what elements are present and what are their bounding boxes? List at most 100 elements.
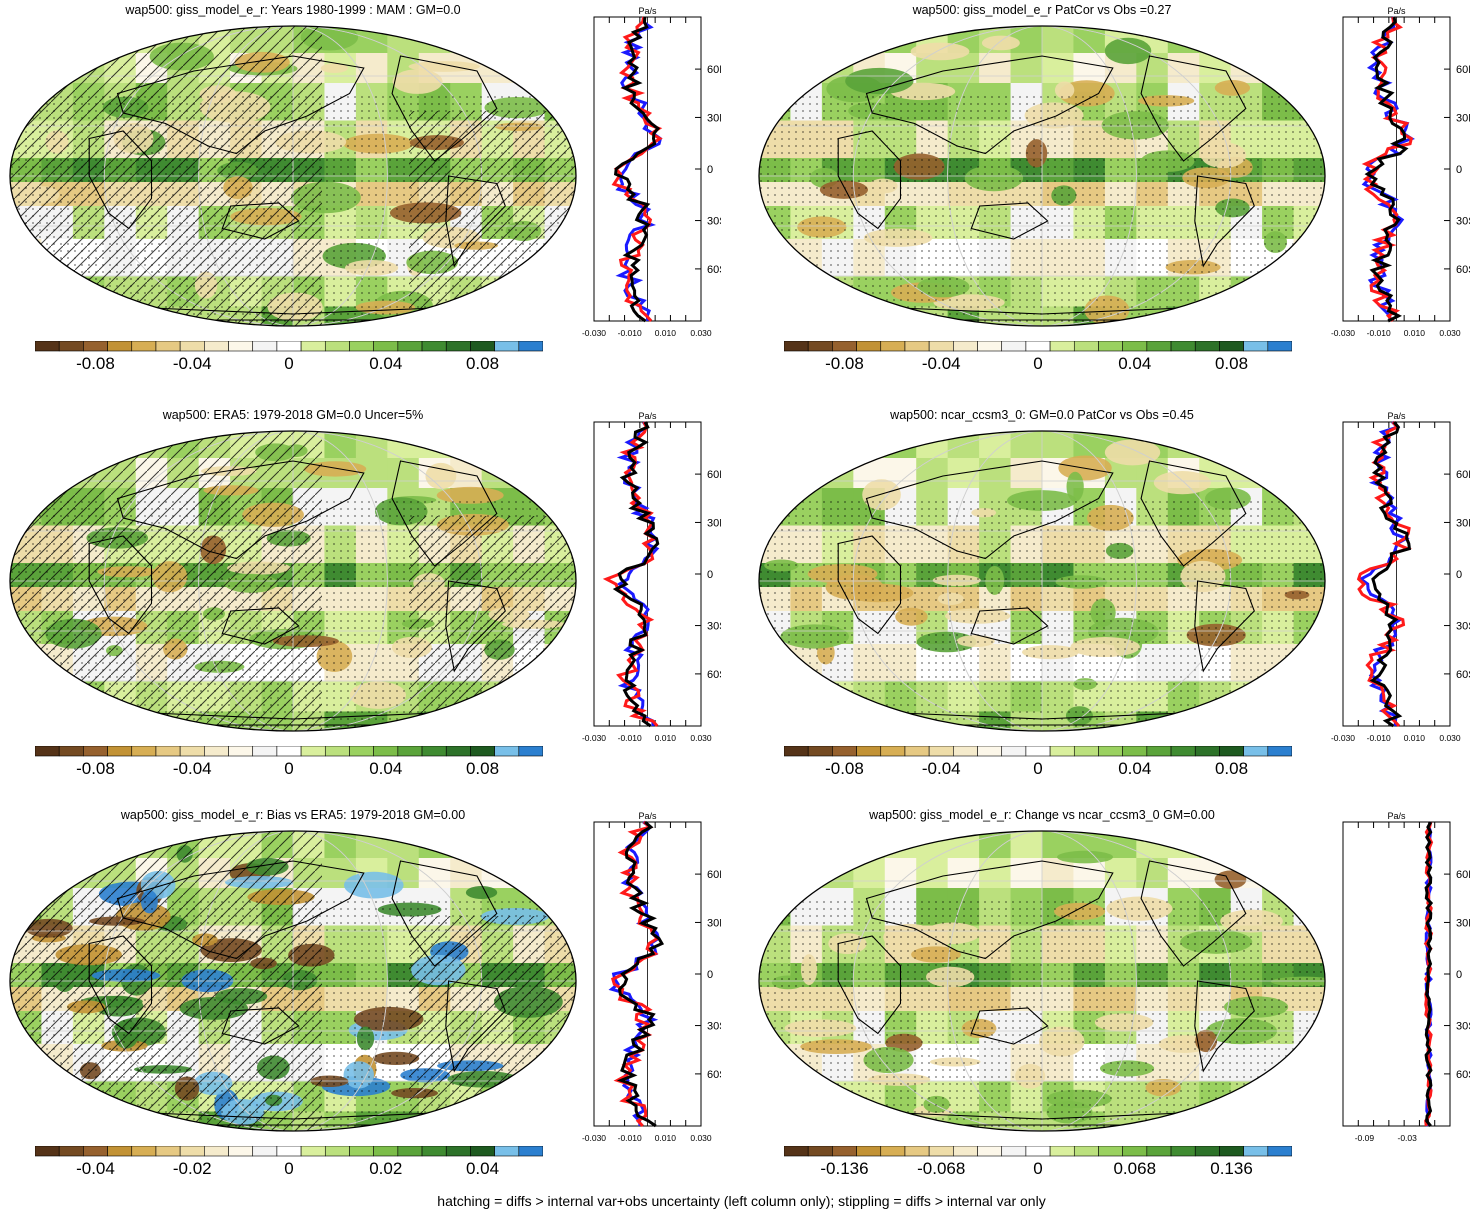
profile-lat-label: 60S (707, 669, 721, 681)
profile-units: Pa/s (1387, 6, 1406, 16)
colorbar-labels: -0.04 -0.02 0 0.02 0.04 (35, 1159, 543, 1181)
colorbar (784, 1146, 1292, 1157)
colorbar-swatch (953, 341, 978, 352)
robinson-map (9, 25, 577, 327)
colorbar-tick-label: 0 (284, 1159, 294, 1178)
profile-x-tick-label: 0.030 (690, 733, 712, 743)
colorbar-swatch (470, 746, 495, 757)
profile-lat-label: 30S (707, 1021, 721, 1033)
profile-line (1364, 16, 1409, 323)
colorbar-swatch (83, 746, 108, 757)
colorbar-swatch (832, 1146, 857, 1157)
colorbar-swatch (856, 746, 882, 757)
colorbar-swatch (35, 1146, 60, 1157)
colorbar-swatch (300, 1146, 326, 1157)
colorbar-swatch (1098, 746, 1123, 757)
profile-lat-label: 30S (707, 621, 721, 633)
colorbar-swatch (35, 746, 60, 757)
colorbar-tick-label: 0.04 (465, 1159, 500, 1178)
colorbar-tick-label: -0.04 (921, 759, 961, 778)
profile-line (613, 16, 661, 323)
colorbar-tick-label: 0.08 (465, 759, 500, 778)
colorbar-tick-label: 0.04 (1118, 759, 1152, 778)
profile-x-tick-label: 0.010 (655, 328, 677, 338)
profile-lat-label: 30N (707, 517, 721, 529)
profile-line (1369, 421, 1412, 728)
colorbar-swatch (349, 341, 374, 352)
colorbar-tick-label: 0.04 (369, 354, 403, 373)
colorbar-swatch (107, 746, 133, 757)
colorbar-swatch (179, 746, 205, 757)
colorbar-tick-label: 0.08 (465, 354, 500, 373)
colorbar-swatch (1001, 1146, 1027, 1157)
colorbar-swatch (784, 1146, 809, 1157)
profile-x-tick-label: 0.010 (1404, 328, 1426, 338)
profile-lat-label: 0 (1456, 969, 1462, 981)
colorbar-swatch (107, 1146, 133, 1157)
colorbar-swatch (58, 341, 84, 352)
colorbar-swatch (953, 746, 978, 757)
colorbar-swatch (349, 1146, 374, 1157)
colorbar-swatch (421, 1146, 447, 1157)
colorbar-swatch (1243, 1146, 1269, 1157)
colorbar-swatch (1243, 746, 1269, 757)
colorbar-swatch (276, 1146, 302, 1157)
colorbar-swatch (1219, 1146, 1244, 1157)
profile-lat-label: 60N (707, 64, 721, 76)
profile-x-tick-label: 0.030 (1439, 733, 1461, 743)
profile-lat-label: 0 (1456, 569, 1462, 581)
colorbar-tick-label: -0.08 (76, 759, 115, 778)
colorbar-swatch (977, 746, 1003, 757)
colorbar-swatch (1049, 341, 1075, 352)
colorbar-swatch (784, 341, 809, 352)
colorbar-tick-label: 0.136 (1210, 1159, 1253, 1178)
profile-lat-label: 60N (1456, 869, 1470, 881)
colorbar-swatch (324, 341, 350, 352)
colorbar-swatch (445, 746, 471, 757)
profile-line (1424, 821, 1434, 1127)
colorbar-swatch (155, 1146, 181, 1157)
colorbar-swatch (1098, 1146, 1123, 1157)
profile-lat-label: 0 (1456, 164, 1462, 176)
colorbar-swatch (880, 341, 906, 352)
profile-lat-label: 60N (1456, 64, 1470, 76)
colorbar-swatch (421, 746, 447, 757)
footer-caption: hatching = diffs > internal var+obs unce… (437, 1193, 1046, 1209)
colorbar-swatch (1001, 341, 1027, 352)
colorbar-swatch (300, 341, 326, 352)
profile-lat-label: 60S (707, 1069, 721, 1081)
colorbar-swatch (518, 1146, 543, 1157)
profile-x-tick-label: -0.010 (1367, 328, 1391, 338)
colorbar-swatch (977, 341, 1003, 352)
profile-x-tick-label: 0.010 (1404, 733, 1426, 743)
colorbar-swatch (880, 746, 906, 757)
colorbar-swatch (155, 341, 181, 352)
colorbar-tick-label: 0.04 (369, 759, 403, 778)
colorbar-swatch (807, 746, 833, 757)
colorbar-swatch (807, 1146, 833, 1157)
colorbar-swatch (35, 341, 60, 352)
profile-line (1356, 421, 1413, 728)
profile-units: Pa/s (1387, 811, 1406, 821)
colorbar-swatch (1267, 341, 1292, 352)
robinson-map (9, 830, 577, 1132)
colorbar-swatch (1073, 746, 1099, 757)
colorbar-tick-label: -0.02 (172, 1159, 212, 1178)
profile-x-tick-label: -0.030 (582, 1133, 606, 1143)
panel-title: wap500: ERA5: 1979-2018 GM=0.0 Uncer=5% (162, 408, 424, 422)
colorbar-swatch (1073, 1146, 1099, 1157)
colorbar-swatch (1194, 1146, 1220, 1157)
colorbar-tick-label: -0.08 (825, 759, 864, 778)
profile-lat-label: 60N (707, 469, 721, 481)
colorbar-swatch (1146, 1146, 1172, 1157)
colorbar-swatch (1122, 341, 1148, 352)
colorbar-swatch (58, 746, 84, 757)
colorbar-swatch (1122, 746, 1148, 757)
colorbar-swatch (1267, 1146, 1292, 1157)
colorbar-swatch (1098, 341, 1123, 352)
profile-line (616, 421, 660, 727)
colorbar (35, 746, 543, 757)
colorbar-swatch (904, 746, 930, 757)
zonal-mean-profile: Pa/s 60N 30N 0 30S 60S -0.030 -0.010 0.010 0.030 (1331, 411, 1470, 743)
colorbar-tick-label: -0.04 (172, 759, 212, 778)
